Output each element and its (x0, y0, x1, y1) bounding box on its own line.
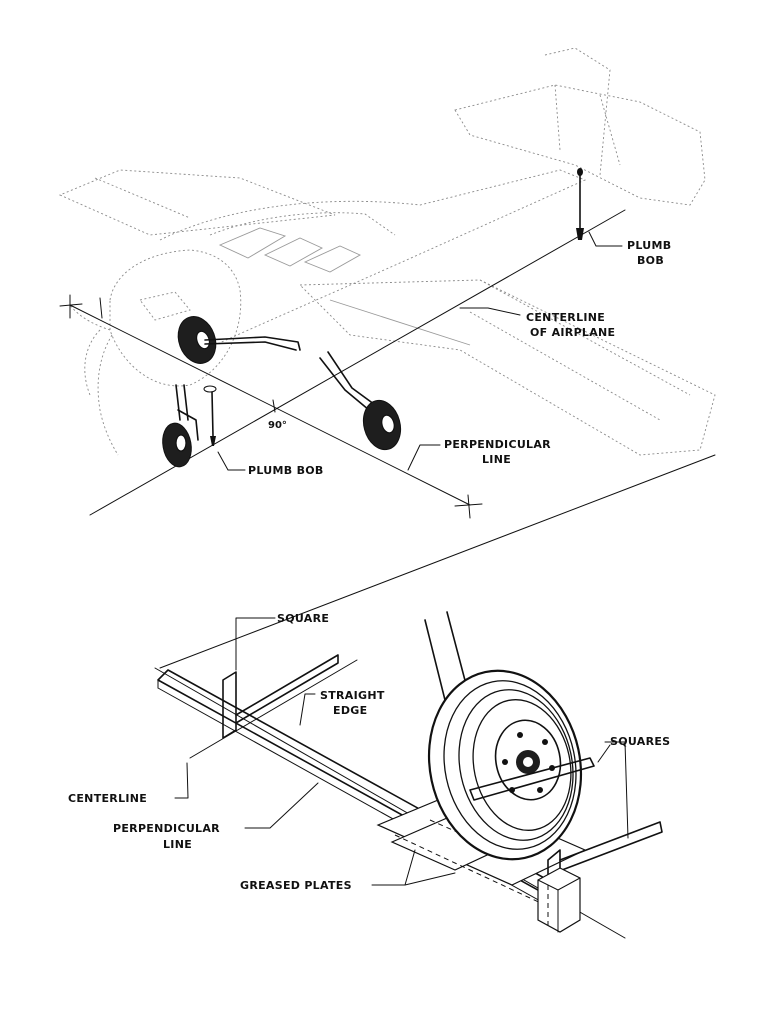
angle-label: 90° (268, 420, 287, 431)
squares-label: SQUARES (610, 735, 670, 748)
perpendicular-line-detail-label-2: LINE (163, 838, 192, 851)
perpendicular-line-label-2: LINE (482, 453, 511, 466)
top-view-reference-lines (59, 209, 626, 519)
straight-edge-label-2: EDGE (333, 704, 367, 717)
nose-wheel (162, 409, 199, 468)
main-wheel-right (319, 351, 402, 451)
square-left (222, 654, 339, 739)
perpendicular-line-detail-label: PERPENDICULAR (113, 822, 220, 835)
detail-view-leaders (174, 617, 629, 886)
centerline-label: CENTERLINE (68, 792, 147, 805)
greased-plates-label: GREASED PLATES (240, 879, 352, 892)
plumb-bob-tail-label: PLUMB (627, 239, 671, 252)
plumb-bob-tail-icon (576, 168, 584, 240)
plumb-bob-nose-label: PLUMB BOB (248, 464, 324, 477)
airplane-outline (58, 47, 716, 456)
support-block (537, 867, 581, 933)
main-wheel-left (177, 316, 301, 364)
plumb-bob-tail-label-2: BOB (637, 254, 664, 267)
centerline-airplane-label-2: OF AIRPLANE (530, 326, 615, 339)
straight-edge-label: STRAIGHT (320, 689, 385, 702)
centerline-airplane-label: CENTERLINE (526, 311, 605, 324)
plumb-bob-nose-icon (203, 385, 217, 446)
top-view-leaders (217, 231, 623, 471)
detail-view-lines (154, 454, 716, 939)
square-label: SQUARE (277, 612, 329, 625)
perpendicular-line-label: PERPENDICULAR (444, 438, 551, 451)
